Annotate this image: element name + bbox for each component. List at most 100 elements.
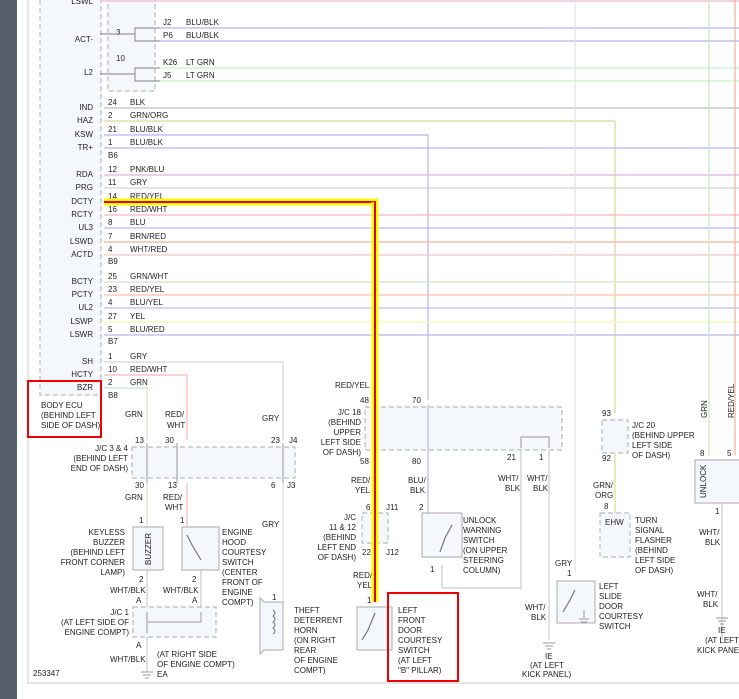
wire-color-label: GRY [555, 559, 573, 568]
splice [134, 34, 160, 42]
engine-hood-switch-name: SWITCH [222, 558, 254, 567]
connector-id: A [136, 596, 142, 605]
keyless-buzzer-name: BUZZER [93, 538, 125, 547]
jc-11-12-name: J/C [344, 513, 356, 522]
pin-number: 58 [360, 457, 369, 466]
door-lock-unit [694, 459, 739, 504]
left-front-door-switch-name: (AT LEFT [398, 656, 432, 665]
pin-number: 48 [360, 396, 369, 405]
keyless-buzzer-name: FRONT CORNER [61, 558, 126, 567]
jc-1-name: J/C 1 [110, 608, 129, 617]
ground-ie-label: KICK PANEL [697, 646, 739, 655]
pin-name-ul3: UL3 [78, 223, 93, 232]
theft-horn-name: (ON RIGHT [294, 636, 336, 645]
slide-door-switch-name: DOOR [599, 602, 623, 611]
pin-name-lswr: LSWR [70, 330, 93, 339]
switch-contact [439, 524, 453, 553]
pin-name-lswl: LSWL [71, 0, 93, 6]
wire-color-label: BLU/RED [130, 325, 165, 334]
buzzer-inner-label: BUZZER [144, 533, 153, 565]
pin-number: 11 [108, 178, 117, 187]
wire [104, 120, 616, 413]
pin-number: 2 [108, 378, 113, 387]
diagram-id: 253347 [33, 669, 60, 678]
pin-number: 30 [135, 481, 144, 490]
pin-number: 1 [272, 593, 277, 602]
connector-id: J11 [386, 503, 399, 512]
pin-name-sh: SH [82, 357, 93, 366]
pin-number: 6 [271, 481, 276, 490]
pin-number: 70 [412, 396, 421, 405]
pin-name-ksw: KSW [75, 130, 94, 139]
pin-name-lswp: LSWP [70, 317, 93, 326]
wire-color-label: ORG [595, 491, 613, 500]
body-ecu-name: SIDE OF DASH) [41, 421, 100, 430]
wire-color-label: YEL [355, 486, 371, 495]
pin-number: 6 [366, 503, 371, 512]
pin-name-prg: PRG [76, 183, 93, 192]
pin-number: 5 [108, 325, 113, 334]
ground-ie-label: (AT LEFT [530, 661, 564, 670]
pin-name-act: ACT- [75, 35, 94, 44]
left-front-door-switch-name: DOOR [398, 626, 422, 635]
wire-color-label: GRN [130, 378, 148, 387]
engine-hood-switch [181, 526, 220, 571]
ground-ie-label: (AT LEFT [705, 636, 739, 645]
wire [104, 361, 284, 440]
connector-id: J3 [287, 481, 296, 490]
pin-number: 1 [180, 516, 185, 525]
pin-number: 23 [108, 285, 117, 294]
pin-number: 10 [108, 365, 117, 374]
slide-door-switch-name: LEFT [599, 582, 619, 591]
left-front-door-switch-name: LEFT [398, 606, 418, 615]
wire-color-label: BLK [705, 538, 721, 547]
wire-color-label: GRN [700, 400, 709, 418]
pin-number: 1 [567, 569, 572, 578]
wire-color-label: WHT/BLK [110, 655, 146, 664]
pin-number: 22 [362, 548, 371, 557]
ground-ie-label: KICK PANEL) [522, 670, 572, 679]
ground-icon [716, 617, 728, 625]
jc-11-12-name: (BEHIND [323, 533, 356, 542]
left-front-door-switch-name: SWITCH [398, 646, 430, 655]
pin-number: 27 [108, 312, 117, 321]
jc-3-4-name: (BEHIND LEFT [73, 454, 128, 463]
pin-name-dcty: DCTY [71, 197, 93, 206]
wire-color-label: RED/YEL [727, 383, 736, 418]
slide-door-switch-name: SWITCH [599, 622, 631, 631]
wire [104, 134, 429, 400]
keyless-buzzer-name: (BEHIND LEFT [70, 548, 125, 557]
pin-number: 23 [271, 436, 280, 445]
ecu-internal-splice-box [107, 0, 156, 92]
engine-hood-switch-name: COMPT) [222, 598, 254, 607]
ground-icon [579, 610, 589, 623]
theft-horn-name: DETERRENT [294, 616, 343, 625]
pin-name-lswd: LSWD [70, 237, 93, 246]
pin-number: 8 [604, 502, 609, 511]
body-ecu-callout [27, 380, 102, 438]
wire-color-label: BLU/BLK [130, 138, 164, 147]
wire-color-label: BLK [531, 613, 547, 622]
pin-name-ind: IND [79, 103, 93, 112]
wire-color-label: GRN [125, 493, 143, 502]
pin-number: 80 [412, 457, 421, 466]
pin-number: 2 [108, 111, 113, 120]
unlock-unit-label: UNLOCK [699, 464, 708, 498]
body-ecu-name: (BEHIND LEFT [41, 411, 96, 420]
wire-color-label: GRN/WHT [130, 272, 168, 281]
pin-number: 13 [168, 481, 177, 490]
turn-signal-flasher-name: LEFT SIDE [635, 556, 675, 565]
horn-coil-icon [272, 609, 276, 635]
pin-name-haz: HAZ [77, 116, 93, 125]
pin-number: 2 [419, 503, 424, 512]
wire-color-label: BLK [533, 484, 549, 493]
turn-signal-flasher-name: FLASHER [635, 536, 672, 545]
jc-18-name: (BEHIND [328, 418, 361, 427]
engine-hood-switch-name: FRONT OF [222, 578, 263, 587]
turn-signal-flasher [599, 512, 631, 558]
wire-color-label: RED/YEL [130, 192, 165, 201]
pin-name-rda: RDA [76, 170, 94, 179]
wire-color-label: RED/ [165, 410, 185, 419]
wire-color-label: BLU/BLK [130, 125, 164, 134]
connector-id: B6 [108, 151, 118, 160]
